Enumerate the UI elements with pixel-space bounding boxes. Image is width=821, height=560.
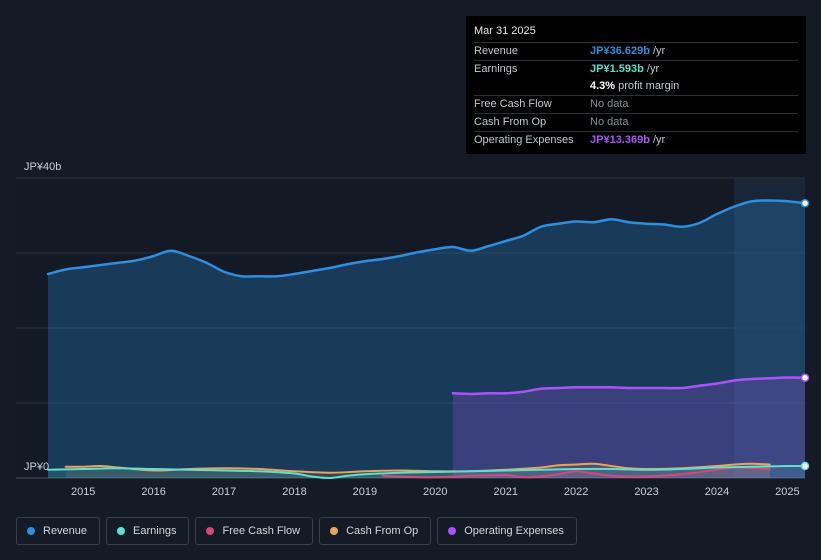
- tooltip-value: 4.3% profit margin: [590, 78, 679, 95]
- x-tick-label: 2017: [212, 486, 236, 498]
- cash-from-op-value: No data: [590, 116, 629, 128]
- x-tick-label: 2016: [141, 486, 165, 498]
- revenue-value: JP¥36.629b: [590, 45, 650, 57]
- revenue-area: [48, 200, 805, 478]
- x-tick-label: 2019: [353, 486, 377, 498]
- tooltip-row-earnings: Earnings JP¥1.593b /yr: [474, 60, 798, 78]
- x-tick-label: 2022: [564, 486, 588, 498]
- earnings-endpoint: [800, 461, 810, 471]
- chart: 2015 2016 2017 2018 2019 2020 2021 2022 2023 2024…: [16, 161, 810, 498]
- tooltip-value: JP¥1.593b /yr: [590, 61, 659, 78]
- profit-margin-value: 4.3%: [590, 80, 616, 92]
- legend-free-cash-flow[interactable]: Free Cash Flow: [195, 517, 314, 545]
- tooltip-label: Free Cash Flow: [474, 98, 552, 110]
- legend-label: Revenue: [43, 525, 88, 537]
- tooltip-row-revenue: Revenue JP¥36.629b /yr: [474, 42, 798, 60]
- tooltip-row-operating-expenses: Operating Expenses JP¥13.369b /yr: [474, 131, 798, 149]
- revenue-line: [46, 199, 807, 278]
- revenue-unit: /yr: [653, 45, 666, 57]
- tooltip-label: [474, 78, 590, 95]
- tooltip-value: JP¥36.629b /yr: [590, 43, 665, 60]
- tooltip-date: Mar 31 2025: [474, 25, 536, 37]
- x-tick-label: 2020: [423, 486, 447, 498]
- tooltip-label: Cash From Op: [474, 116, 547, 128]
- earnings-value: JP¥1.593b: [590, 63, 644, 75]
- tooltip-row-profit-margin: 4.3% profit margin: [474, 78, 798, 95]
- tooltip-value: JP¥13.369b /yr: [590, 132, 665, 149]
- tooltip-row-cash-from-op: Cash From Op No data: [474, 113, 798, 131]
- operating-expenses-area: [452, 377, 805, 478]
- series-endpoints: [800, 199, 810, 471]
- x-tick-label: 2021: [493, 486, 517, 498]
- legend-label: Operating Expenses: [464, 525, 564, 537]
- legend-label: Cash From Op: [346, 525, 419, 537]
- revenue-endpoint: [800, 199, 810, 208]
- earnings-unit: /yr: [646, 63, 660, 75]
- legend-dot-icon: [330, 527, 339, 535]
- legend-label: Earnings: [133, 525, 177, 537]
- x-tick-label: 2025: [775, 486, 799, 498]
- legend: Revenue Earnings Free Cash Flow Cash Fro…: [16, 517, 577, 545]
- legend-dot-icon: [117, 527, 126, 535]
- data-tooltip: Mar 31 2025 Revenue JP¥36.629b /yr Earni…: [466, 16, 806, 154]
- legend-label: Free Cash Flow: [222, 525, 301, 537]
- series-areas: [48, 200, 805, 479]
- x-tick-label: 2024: [705, 486, 729, 498]
- y-axis-bottom-label: JP¥0: [24, 461, 49, 473]
- earnings-line: [47, 464, 806, 480]
- legend-operating-expenses[interactable]: Operating Expenses: [437, 517, 577, 545]
- tooltip-label: Operating Expenses: [474, 134, 574, 146]
- x-axis-ticks: 2015 2016 2017 2018 2019 2020 2021 2022 2023 2024…: [71, 486, 800, 498]
- x-tick-label: 2015: [71, 486, 95, 498]
- tooltip-row-free-cash-flow: Free Cash Flow No data: [474, 95, 798, 113]
- y-axis-top-label: JP¥40b: [24, 161, 61, 173]
- operating-expenses-line: [451, 376, 807, 396]
- legend-cash-from-op[interactable]: Cash From Op: [319, 517, 432, 545]
- series-lines: [46, 199, 807, 480]
- tooltip-label: Revenue: [474, 45, 519, 57]
- profit-margin-unit: profit margin: [618, 80, 680, 92]
- x-tick-label: 2018: [282, 486, 306, 498]
- x-tick-label: 2023: [634, 486, 658, 498]
- legend-dot-icon: [27, 527, 35, 535]
- free-cash-flow-line: [381, 466, 771, 479]
- operating-expenses-value: JP¥13.369b: [590, 134, 650, 146]
- operating-expenses-endpoint: [800, 373, 810, 382]
- free-cash-flow-value: No data: [590, 98, 629, 110]
- legend-revenue[interactable]: Revenue: [16, 517, 101, 545]
- operating-expenses-unit: /yr: [653, 134, 666, 146]
- grid-lines: [16, 177, 805, 479]
- earnings-area: [48, 465, 805, 479]
- tooltip-label: Earnings: [474, 63, 518, 75]
- legend-dot-icon: [206, 527, 215, 535]
- legend-earnings[interactable]: Earnings: [106, 517, 190, 545]
- legend-dot-icon: [448, 527, 457, 535]
